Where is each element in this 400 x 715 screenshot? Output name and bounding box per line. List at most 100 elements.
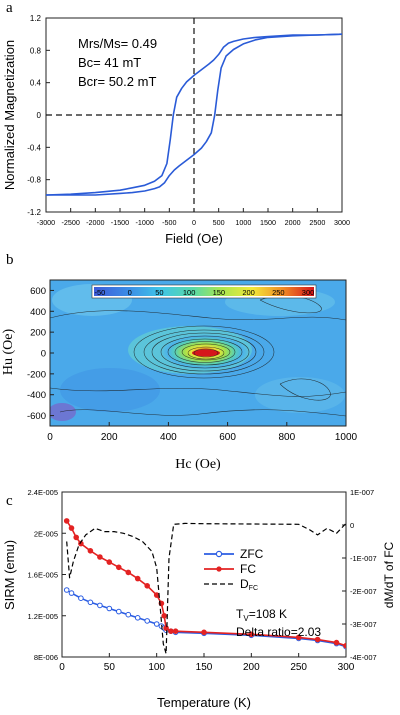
panel-b-colorbar-tick-label: 150 [213, 288, 226, 297]
panel-c-series-fc-marker [314, 636, 321, 643]
panel-b-heatmap [50, 280, 346, 426]
panel-a-y-tick-label: -0.4 [27, 143, 41, 152]
panel-c-y-tick-label: 2.4E-005 [28, 488, 58, 497]
panel-a-x-ticks: -3000 -2500 -2000 -1500 -1000 -500 0 500 1000 150… [37, 208, 350, 227]
panel-a-x-tick-label: -500 [162, 218, 176, 227]
panel-a-label: a [6, 0, 13, 16]
panel-c-y-right-tick-label: -4E-007 [350, 653, 377, 662]
panel-c-x-tick-label: 200 [243, 662, 260, 673]
panel-c-series-fc-marker [295, 634, 302, 641]
panel-c-series-fc [63, 518, 346, 649]
panel-c-series-fc-marker [343, 642, 346, 649]
panel-c-y-right-tick-label: 0 [350, 521, 354, 530]
panel-a-annotation-mrs: Mrs/Ms= 0.49 [78, 36, 157, 51]
legend-label-fc: FC [240, 562, 256, 576]
panel-a-x-tick-label: -2500 [61, 218, 79, 227]
panel-a-series [46, 33, 342, 196]
panel-c-series-fc-marker [73, 534, 79, 541]
panel-c-series-zfc-marker [78, 595, 84, 602]
panel-b-colorbar-tick-label: 250 [272, 288, 285, 297]
panel-b-y-tick-label: -400 [27, 390, 46, 401]
panel-c-x-tick-label: 100 [148, 662, 165, 673]
legend-label-zfc: ZFC [240, 547, 264, 561]
panel-c-series-zfc [63, 587, 346, 650]
panel-c-x-ticks: 0 50 100 150 200 250 300 [59, 653, 355, 673]
panel-c-series-fc-marker [116, 564, 122, 571]
panel-b-colorbar-tick-label: 200 [242, 288, 255, 297]
panel-a-y-axis-label: Normalized Magnetization [2, 40, 17, 190]
panel-c-series-zfc-marker [134, 615, 141, 621]
panel-c-series-fc-marker [134, 575, 141, 582]
panel-c-series-zfc-marker [116, 608, 122, 615]
panel-c-y-right-tick-label: -3E-007 [350, 620, 377, 629]
panel-b-colorbar-tick-label: 0 [128, 288, 132, 297]
panel-b-y-axis-label: Hu (Oe) [1, 329, 16, 376]
panel-c-x-axis-label: Temperature (K) [157, 695, 251, 710]
panel-a-x-tick-label: -1000 [135, 218, 153, 227]
panel-c-series-zfc-marker [153, 621, 160, 627]
panel-a-x-tick-label: 1500 [260, 218, 276, 227]
panel-b-x-ticks: 0 200 400 600 800 1000 [47, 422, 358, 443]
panel-c-y-axis-label: SIRM (emu) [2, 540, 17, 610]
panel-c-series-fc-marker [248, 631, 255, 638]
panel-c-x-tick-label: 50 [104, 662, 116, 673]
panel-c-y-tick-label: 1.6E-005 [28, 571, 58, 580]
panel-b-x-tick-label: 200 [101, 432, 118, 443]
legend-item-dfc: DFC [204, 577, 258, 592]
panel-a-x-tick-label: 500 [213, 218, 225, 227]
panel-c-series-zfc-marker [144, 618, 150, 624]
panel-c-series-zfc-marker [125, 611, 132, 618]
panel-c-y-axis-label-right: dM/dT of FC [382, 541, 396, 608]
panel-c-series-zfc-marker [68, 590, 75, 596]
panel-b-colorbar-ticks: -50 0 50 100 150 200 250 300 [95, 288, 315, 297]
panel-c-y-tick-label: 1.2E-005 [28, 612, 58, 621]
panel-c-series-zfc-marker [87, 599, 94, 606]
panel-c-x-tick-label: 150 [196, 662, 213, 673]
panel-b-x-tick-label: 0 [47, 432, 53, 443]
panel-c-series-fc-marker [163, 625, 169, 631]
panel-b-colorbar-tick-label: 100 [183, 288, 196, 297]
panel-b-x-tick-label: 400 [160, 432, 177, 443]
panel-b-label: b [6, 252, 14, 268]
panel-b-colorbar-tick-label: 50 [155, 288, 163, 297]
panel-a-y-tick-label: -1.2 [27, 208, 41, 217]
panel-c-x-tick-label: 0 [59, 662, 65, 673]
panel-c-series-dfc-line [66, 522, 346, 655]
panel-c-x-tick-label: 250 [290, 662, 307, 673]
panel-c-series-zfc-marker [106, 605, 113, 612]
panel-a-x-tick-label: -2000 [86, 218, 104, 227]
panel-b-y-tick-label: 0 [41, 349, 46, 360]
panel-a-x-tick-label: 1000 [235, 218, 251, 227]
panel-c-y-ticks: 2.4E-005 2E-005 1.6E-005 1.2E-005 8E-006 [28, 488, 66, 662]
panel-c-series-fc-marker [87, 548, 94, 554]
panel-c-series-fc-marker [68, 525, 75, 531]
panel-a-x-tick-label: 2500 [309, 218, 325, 227]
panel-c-series-fc-marker [168, 628, 174, 635]
panel-c-series [63, 518, 346, 655]
panel-a-x-tick-label: 2000 [285, 218, 301, 227]
panel-b-x-tick-label: 800 [278, 432, 295, 443]
panel-c-series-dfc [66, 522, 346, 655]
panel-c-series-fc-marker [333, 639, 340, 646]
panel-c-series-fc-marker [125, 569, 132, 576]
panel-a-x-tick-label: 0 [192, 218, 196, 227]
panel-b-y-tick-label: 400 [30, 307, 46, 318]
panel-a-y-tick-label: 1.2 [30, 14, 42, 23]
panel-a-y-tick-label: 0.4 [30, 79, 42, 88]
panel-c-series-fc-marker [201, 629, 207, 636]
panel-c-label: c [6, 493, 13, 509]
panel-a-annotation-bcr: Bcr= 50.2 mT [78, 74, 156, 89]
panel-b-colorbar-tick-label: 300 [302, 288, 315, 297]
panel-b-x-axis-label: Hc (Oe) [175, 457, 221, 472]
panel-c-annotation-tv: TV=108 K [236, 607, 287, 623]
panel-c-legend: ZFC FC DFC [204, 547, 264, 592]
panel-c-y-right-tick-label: -1E-007 [350, 554, 377, 563]
panel-c-annotation-delta-ratio: Delta ratio=2.03 [236, 625, 321, 639]
panel-c-y-ticks-right: 1E-007 0 -1E-007 -2E-007 -3E-007 -4E-007 [342, 488, 377, 662]
panel-a-y-tick-label: -0.8 [27, 176, 41, 185]
panel-c-series-fc-marker [153, 592, 160, 598]
panel-b-colorbar-tick-label: -50 [95, 288, 106, 297]
svg-text:DFC: DFC [240, 577, 258, 592]
panel-b-y-tick-label: -200 [27, 369, 46, 380]
